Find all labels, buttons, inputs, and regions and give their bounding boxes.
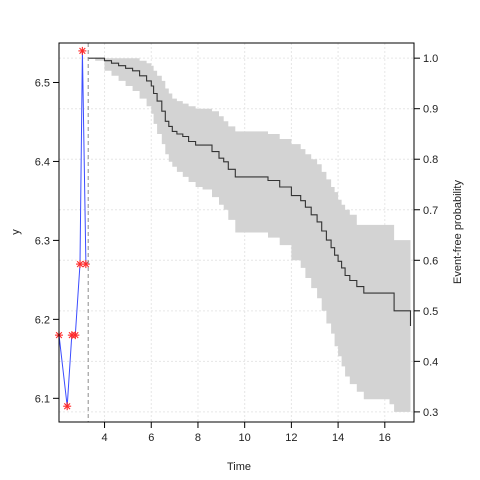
confidence-band xyxy=(88,58,411,412)
x-tick-label: 14 xyxy=(332,432,344,444)
left-tick-label: 6.1 xyxy=(35,393,50,405)
x-tick-label: 10 xyxy=(239,432,251,444)
left-tick-label: 6.3 xyxy=(35,235,50,247)
right-tick-label: 0.4 xyxy=(423,356,438,368)
left-y-axis: 6.1 6.2 6.3 6.4 6.5 xyxy=(35,77,60,405)
left-y-axis-title: y xyxy=(10,229,22,235)
right-tick-label: 1.0 xyxy=(423,53,438,65)
asterisk-stroke xyxy=(63,402,71,410)
x-tick-label: 8 xyxy=(195,432,201,444)
asterisk-stroke xyxy=(72,331,79,339)
x-axis: 4 6 8 10 12 14 16 xyxy=(101,421,391,444)
asterisk-marker xyxy=(71,331,80,340)
right-tick-label: 0.7 xyxy=(423,205,438,217)
left-tick-label: 6.2 xyxy=(35,314,50,326)
right-tick-label: 0.6 xyxy=(423,255,438,267)
confidence-band-area xyxy=(88,58,411,412)
survival-step-line xyxy=(88,57,412,326)
x-tick-label: 6 xyxy=(148,432,154,444)
right-tick-label: 0.5 xyxy=(423,306,438,318)
x-tick-label: 4 xyxy=(101,432,107,444)
x-tick-label: 12 xyxy=(285,432,297,444)
x-axis-title: Time xyxy=(227,461,251,473)
survival-curve xyxy=(88,57,412,326)
right-tick-label: 0.9 xyxy=(423,104,438,116)
asterisk-marker xyxy=(78,46,87,55)
right-tick-label: 0.8 xyxy=(423,154,438,166)
left-tick-label: 6.5 xyxy=(35,77,50,89)
left-tick-label: 6.4 xyxy=(35,156,50,168)
right-y-axis-title: Event-free probability xyxy=(452,180,464,284)
asterisk-stroke xyxy=(79,47,86,55)
x-tick-label: 16 xyxy=(379,432,391,444)
asterisk-stroke xyxy=(76,260,84,268)
asterisk-marker xyxy=(63,402,72,411)
right-y-axis: 0.3 0.4 0.5 0.6 0.7 0.8 0.9 1.0 xyxy=(413,53,438,419)
right-tick-label: 0.3 xyxy=(423,407,438,419)
